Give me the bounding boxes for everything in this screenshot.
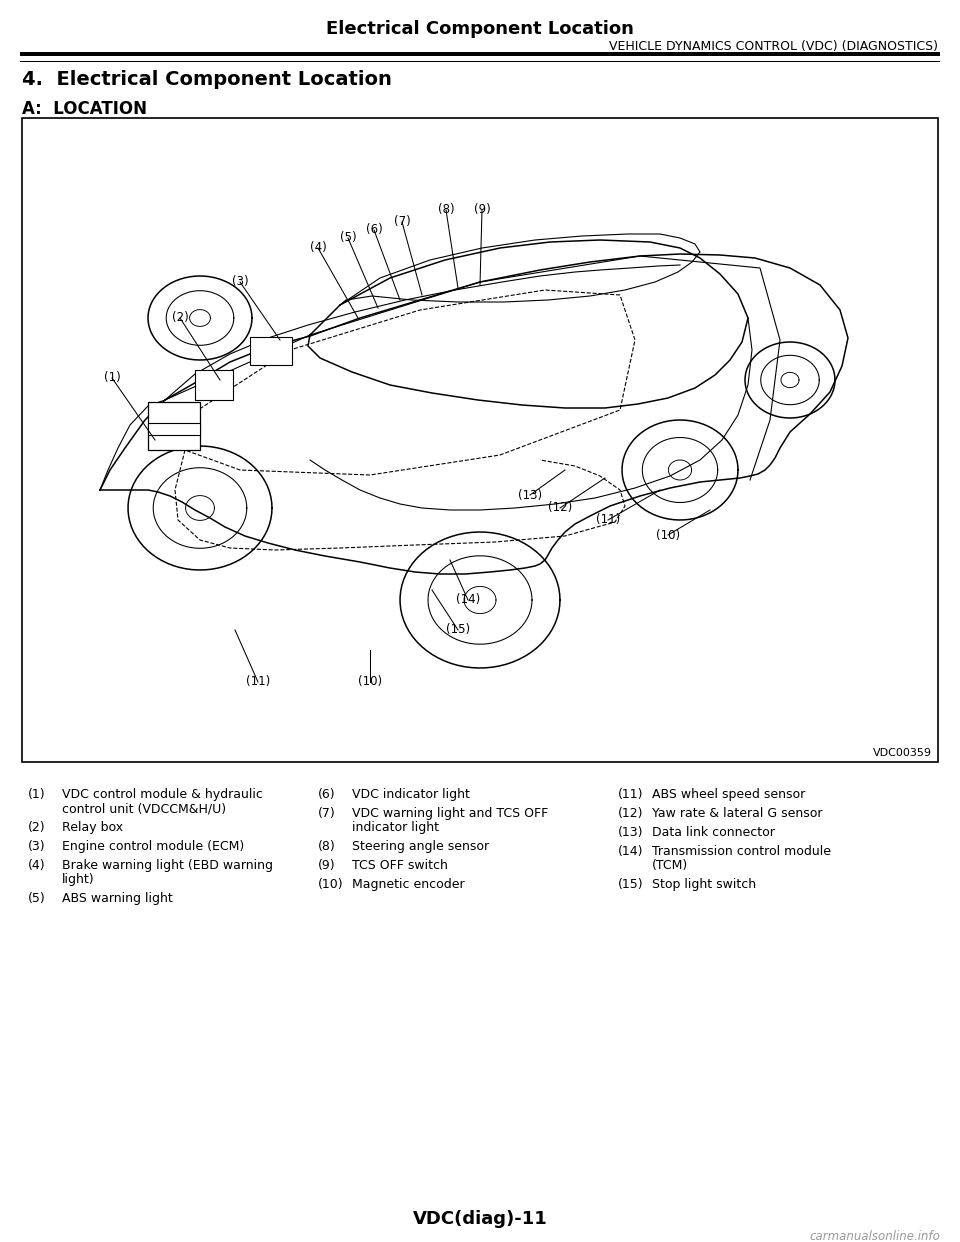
Text: (6): (6) [366,224,382,236]
Text: VDC indicator light: VDC indicator light [352,787,469,801]
Text: VDC warning light and TCS OFF: VDC warning light and TCS OFF [352,807,548,820]
Text: VDC control module & hydraulic: VDC control module & hydraulic [62,787,263,801]
Text: (11): (11) [618,787,643,801]
Text: Magnetic encoder: Magnetic encoder [352,878,465,891]
Text: Brake warning light (EBD warning: Brake warning light (EBD warning [62,859,273,872]
Text: control unit (VDCCM&H/U): control unit (VDCCM&H/U) [62,802,227,815]
Text: (3): (3) [231,276,249,288]
Bar [148,424,200,435]
Text: Relay box: Relay box [62,821,123,833]
Text: (12): (12) [548,502,572,514]
Text: (TCM): (TCM) [652,859,688,872]
Text: (4): (4) [28,859,46,872]
Text: (15): (15) [618,878,643,891]
Text: (12): (12) [618,807,643,820]
Text: (9): (9) [318,859,336,872]
Text: (9): (9) [473,204,491,216]
Text: (8): (8) [318,840,336,853]
Text: 4.  Electrical Component Location: 4. Electrical Component Location [22,70,392,89]
Text: A:  LOCATION: A: LOCATION [22,101,147,118]
Text: Engine control module (ECM): Engine control module (ECM) [62,840,244,853]
Text: (1): (1) [104,371,120,385]
Text: (10): (10) [358,676,382,688]
Text: (14): (14) [456,594,480,606]
Text: (13): (13) [518,488,542,502]
Text: (4): (4) [310,241,326,255]
Text: carmanualsonline.info: carmanualsonline.info [809,1230,940,1242]
Text: (7): (7) [318,807,336,820]
Text: (1): (1) [28,787,46,801]
Text: (5): (5) [28,892,46,905]
Bar [20,52,940,56]
Text: VEHICLE DYNAMICS CONTROL (VDC) (DIAGNOSTICS): VEHICLE DYNAMICS CONTROL (VDC) (DIAGNOST… [609,40,938,53]
Text: Data link connector: Data link connector [652,826,775,840]
Text: (15): (15) [446,623,470,636]
Bar [22,118,938,763]
Text: (3): (3) [28,840,46,853]
Text: Yaw rate & lateral G sensor: Yaw rate & lateral G sensor [652,807,823,820]
Text: ABS warning light: ABS warning light [62,892,173,905]
Text: (14): (14) [618,845,643,858]
Text: Transmission control module: Transmission control module [652,845,831,858]
Text: Stop light switch: Stop light switch [652,878,756,891]
Text: TCS OFF switch: TCS OFF switch [352,859,448,872]
Bar [148,402,200,450]
Bar [250,337,292,365]
Bar [195,370,233,400]
Text: light): light) [62,873,95,886]
Text: (11): (11) [246,676,270,688]
Text: VDC(diag)-11: VDC(diag)-11 [413,1210,547,1228]
Text: (2): (2) [172,312,188,324]
Text: (2): (2) [28,821,46,833]
Text: indicator light: indicator light [352,821,439,833]
Text: (7): (7) [394,216,410,229]
Text: (13): (13) [618,826,643,840]
Text: Steering angle sensor: Steering angle sensor [352,840,490,853]
Text: (8): (8) [438,204,454,216]
Bar [20,61,940,62]
Text: (10): (10) [656,529,680,542]
Text: (6): (6) [318,787,336,801]
Text: (10): (10) [318,878,344,891]
Text: (11): (11) [596,513,620,527]
Text: (5): (5) [340,231,356,245]
Text: VDC00359: VDC00359 [873,748,932,758]
Text: ABS wheel speed sensor: ABS wheel speed sensor [652,787,805,801]
Text: Electrical Component Location: Electrical Component Location [326,20,634,39]
